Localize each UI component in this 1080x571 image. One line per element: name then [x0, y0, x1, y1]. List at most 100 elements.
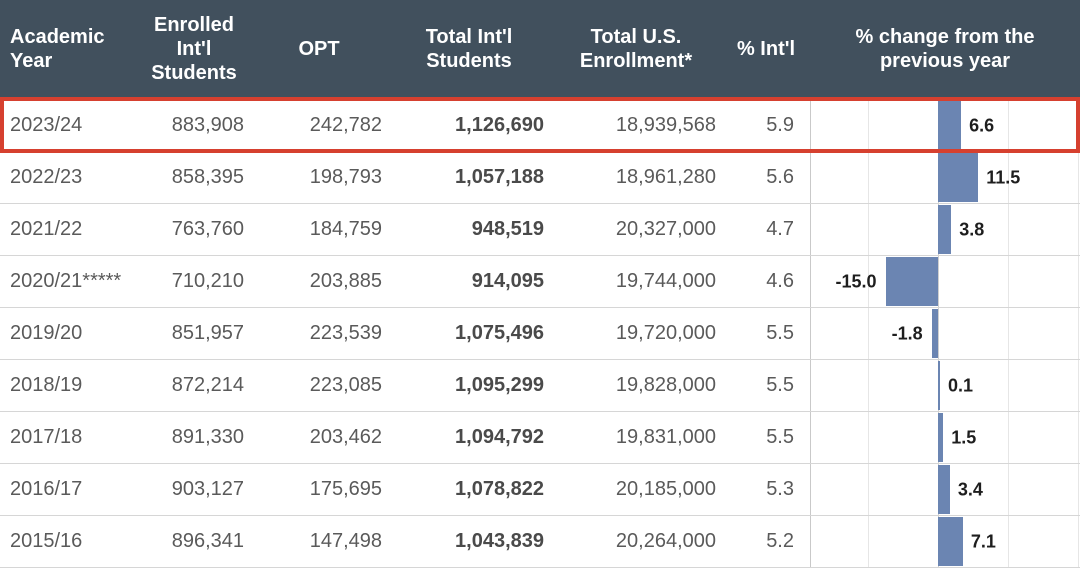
cell-total-us-enrollment: 19,720,000: [615, 322, 716, 344]
cell-opt: 223,085: [309, 374, 382, 396]
cell-total-us-enrollment: 19,828,000: [615, 374, 716, 396]
cell-total-us-enrollment: 19,744,000: [615, 270, 716, 292]
table-row: 2023/24 883,908 242,782 1,126,690 18,939…: [0, 97, 1080, 153]
cell-enrolled-intl-students: 851,957: [171, 322, 244, 344]
chart-gridline: [1078, 412, 1079, 463]
cell-total-intl-students: 914,095: [471, 270, 544, 292]
table-row: 2020/21***** 710,210 203,885 914,095 19,…: [0, 256, 1080, 308]
cell-total-us-enrollment: 20,327,000: [615, 218, 716, 240]
col-header-enrolled-intl-students: Enrolled Int'l Students: [151, 13, 237, 84]
cell-enrolled-intl-students: 763,760: [171, 218, 244, 240]
pct-change-value: 3.4: [957, 479, 983, 499]
table-row: 2022/23 858,395 198,793 1,057,188 18,961…: [0, 152, 1080, 204]
cell-pct-intl: 5.2: [766, 530, 794, 552]
pct-change-bar: [938, 361, 940, 410]
chart-gridline: [868, 464, 869, 515]
cell-total-us-enrollment: 18,961,280: [615, 166, 716, 188]
cell-enrolled-intl-students: 872,214: [171, 374, 244, 396]
cell-enrolled-intl-students: 896,341: [171, 530, 244, 552]
col-header-opt: OPT: [298, 37, 340, 60]
cell-pct-intl: 5.9: [766, 114, 794, 136]
cell-pct-change-chart: 3.8: [810, 204, 1080, 255]
col-header-pct-change: % change from the previous year: [855, 25, 1035, 72]
cell-total-us-enrollment: 18,939,568: [615, 114, 716, 136]
cell-academic-year: 2019/20: [10, 322, 83, 344]
pct-change-bar: [938, 413, 944, 462]
chart-gridline: [1078, 516, 1079, 567]
cell-opt: 223,539: [309, 322, 382, 344]
table-row: 2017/18 891,330 203,462 1,094,792 19,831…: [0, 412, 1080, 464]
cell-pct-intl: 5.5: [766, 374, 794, 396]
chart-gridline: [1078, 204, 1079, 255]
cell-total-intl-students: 1,043,839: [455, 530, 544, 552]
pct-change-value: 1.5: [951, 427, 977, 447]
pct-change-bar: [938, 465, 950, 514]
cell-academic-year: 2016/17: [10, 478, 83, 500]
table-body: 2023/24 883,908 242,782 1,126,690 18,939…: [0, 97, 1080, 568]
chart-gridline: [868, 204, 869, 255]
chart-gridline: [1008, 204, 1009, 255]
chart-gridline: [868, 152, 869, 203]
cell-pct-change-chart: 3.4: [810, 464, 1080, 515]
col-header-total-us-enrollment: Total U.S. Enrollment*: [579, 25, 693, 72]
cell-academic-year: 2021/22: [10, 218, 83, 240]
pct-change-value: 11.5: [986, 167, 1021, 187]
pct-change-bar: [885, 257, 938, 306]
cell-pct-intl: 5.5: [766, 426, 794, 448]
cell-academic-year: 2018/19: [10, 374, 83, 396]
cell-opt: 198,793: [309, 166, 382, 188]
chart-gridline: [1008, 412, 1009, 463]
table-row: 2019/20 851,957 223,539 1,075,496 19,720…: [0, 308, 1080, 360]
cell-enrolled-intl-students: 883,908: [171, 114, 244, 136]
cell-opt: 184,759: [309, 218, 382, 240]
cell-enrolled-intl-students: 858,395: [171, 166, 244, 188]
chart-gridline: [1008, 100, 1009, 151]
col-header-academic-year: Academic Year: [10, 25, 105, 72]
col-header-total-intl-students: Total Int'l Students: [425, 25, 513, 72]
table-row: 2021/22 763,760 184,759 948,519 20,327,0…: [0, 204, 1080, 256]
chart-gridline: [1078, 256, 1079, 307]
cell-total-us-enrollment: 19,831,000: [615, 426, 716, 448]
cell-opt: 203,462: [309, 426, 382, 448]
chart-gridline: [1078, 308, 1079, 359]
cell-academic-year: 2023/24: [10, 114, 83, 136]
cell-academic-year: 2022/23: [10, 166, 83, 188]
cell-pct-intl: 5.5: [766, 322, 794, 344]
chart-baseline: [938, 256, 939, 307]
chart-gridline: [1008, 308, 1009, 359]
chart-gridline: [868, 360, 869, 411]
cell-opt: 203,885: [309, 270, 382, 292]
cell-pct-intl: 5.3: [766, 478, 794, 500]
cell-academic-year: 2015/16: [10, 530, 83, 552]
cell-total-intl-students: 1,126,690: [455, 114, 544, 136]
table-row: 2018/19 872,214 223,085 1,095,299 19,828…: [0, 360, 1080, 412]
chart-gridline: [1008, 464, 1009, 515]
col-header-pct-intl: % Int'l: [736, 37, 796, 60]
table-row: 2015/16 896,341 147,498 1,043,839 20,264…: [0, 516, 1080, 568]
cell-pct-change-chart: -1.8: [810, 308, 1080, 359]
cell-pct-change-chart: 7.1: [810, 516, 1080, 567]
cell-total-us-enrollment: 20,264,000: [615, 530, 716, 552]
chart-gridline: [868, 516, 869, 567]
cell-pct-intl: 4.7: [766, 218, 794, 240]
pct-change-bar: [938, 101, 962, 150]
cell-enrolled-intl-students: 710,210: [171, 270, 244, 292]
table-row: 2016/17 903,127 175,695 1,078,822 20,185…: [0, 464, 1080, 516]
chart-gridline: [1078, 360, 1079, 411]
cell-total-intl-students: 1,095,299: [455, 374, 544, 396]
cell-total-intl-students: 1,075,496: [455, 322, 544, 344]
chart-gridline: [868, 412, 869, 463]
table-header: Academic Year Enrolled Int'l Students OP…: [0, 0, 1080, 97]
cell-opt: 242,782: [309, 114, 382, 136]
pct-change-value: -15.0: [835, 271, 877, 291]
cell-total-intl-students: 1,057,188: [455, 166, 544, 188]
chart-gridline: [868, 256, 869, 307]
pct-change-value: -1.8: [891, 323, 923, 343]
pct-change-bar: [938, 517, 963, 566]
cell-academic-year: 2020/21*****: [10, 270, 122, 292]
chart-gridline: [868, 100, 869, 151]
cell-total-us-enrollment: 20,185,000: [615, 478, 716, 500]
cell-total-intl-students: 948,519: [471, 218, 544, 240]
pct-change-bar: [938, 153, 979, 202]
pct-change-bar: [938, 205, 952, 254]
